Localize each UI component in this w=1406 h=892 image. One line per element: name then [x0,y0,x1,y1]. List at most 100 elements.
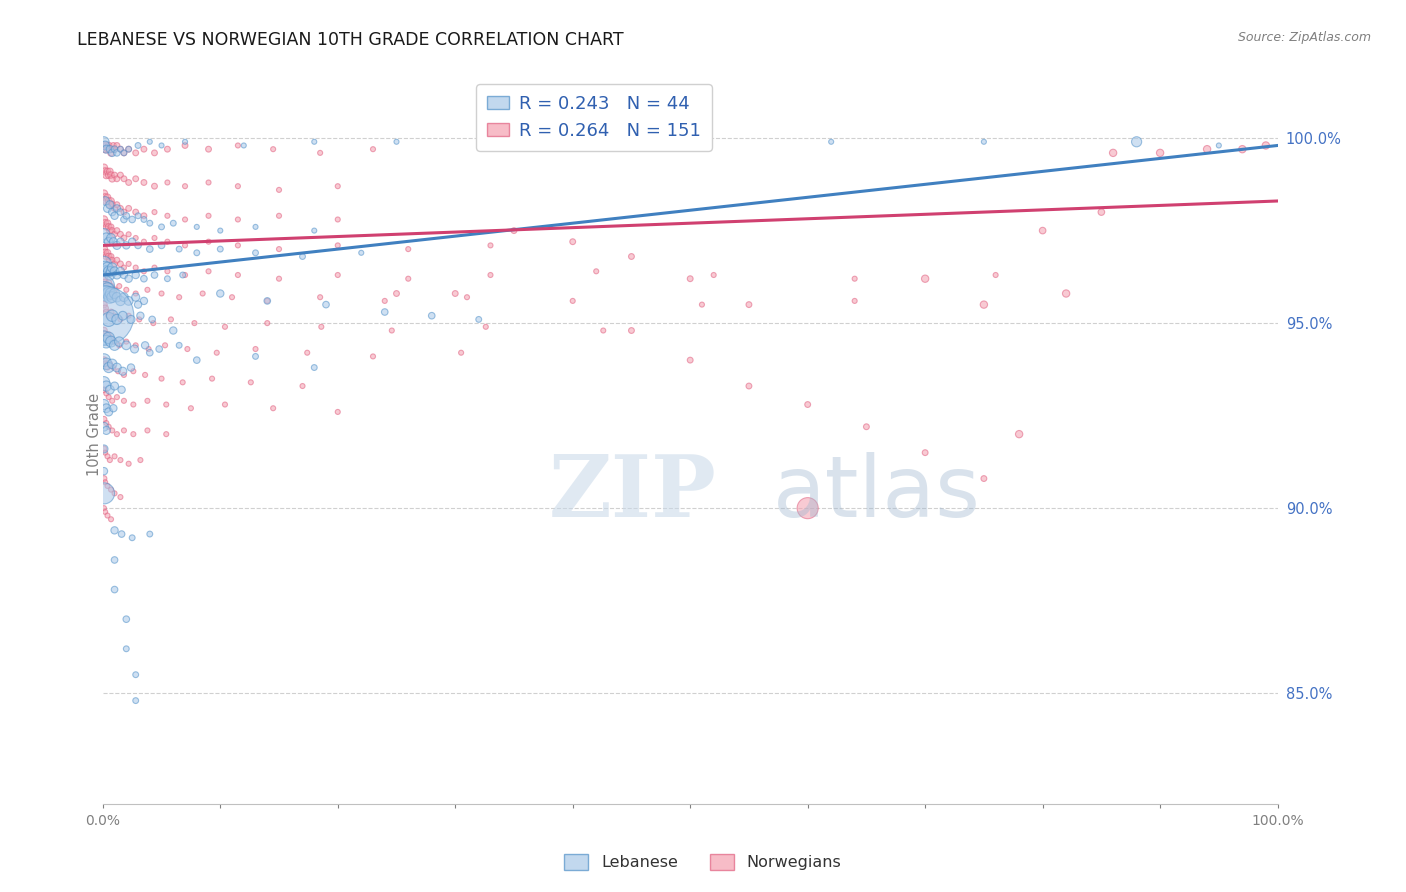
Point [197,142,219,156]
Point [112,171,135,186]
Point [125,338,148,352]
Point [226,212,249,227]
Point [117,309,139,323]
Point [125,693,148,707]
Point [93,353,115,368]
Point [100,334,122,349]
Point [112,205,135,219]
Point [97,138,120,153]
Point [385,135,408,149]
Point [174,135,197,149]
Point [796,501,818,516]
Point [214,319,236,334]
Point [796,398,818,412]
Point [96,245,118,260]
Point [134,338,156,352]
Point [103,142,125,156]
Point [326,405,349,419]
Point [125,286,148,301]
Point [97,405,120,419]
Point [103,334,125,349]
Point [110,205,132,219]
Point [122,398,145,412]
Point [93,442,115,456]
Point [132,264,155,278]
Point [98,453,121,467]
Point [267,271,290,285]
Text: Source: ZipAtlas.com: Source: ZipAtlas.com [1237,31,1371,45]
Point [103,309,125,323]
Point [143,231,166,245]
Point [180,401,202,416]
Point [112,145,135,160]
Point [110,453,132,467]
Point [93,442,115,456]
Point [94,283,117,297]
Point [115,641,138,656]
Point [115,283,138,297]
Point [110,142,132,156]
Point [226,268,249,282]
Point [100,512,122,526]
Point [914,271,936,285]
Point [326,212,349,227]
Point [444,286,467,301]
Point [167,290,190,304]
Point [738,379,761,393]
Point [108,279,131,293]
Point [93,398,115,412]
Point [139,242,162,256]
Point [112,290,135,304]
Point [690,297,713,311]
Point [93,227,115,242]
Point [97,235,120,249]
Point [105,360,128,375]
Point [115,612,138,626]
Point [94,194,117,208]
Point [156,209,179,223]
Point [100,194,122,208]
Point [396,242,419,256]
Point [117,142,139,156]
Point [94,190,117,204]
Point [115,334,138,349]
Point [96,424,118,438]
Point [350,245,373,260]
Point [100,279,122,293]
Point [100,168,122,182]
Point [111,364,134,378]
Point [143,145,166,160]
Point [592,324,614,338]
Point [125,667,148,681]
Point [97,360,120,375]
Point [214,398,236,412]
Point [96,219,118,234]
Point [108,338,131,352]
Point [94,245,117,260]
Point [111,309,134,323]
Point [129,453,152,467]
Point [186,245,208,260]
Point [100,483,122,497]
Point [136,393,159,408]
Point [110,235,132,249]
Point [1125,135,1147,149]
Point [174,238,197,252]
Text: ZIP: ZIP [550,451,717,535]
Point [209,224,232,238]
Point [226,238,249,252]
Point [396,271,419,285]
Point [479,238,502,252]
Point [315,297,337,311]
Point [155,427,177,442]
Point [167,338,190,352]
Point [1208,138,1230,153]
Point [96,305,118,319]
Point [100,145,122,160]
Point [1090,205,1112,219]
Point [136,424,159,438]
Point [304,135,326,149]
Point [100,250,122,264]
Point [326,179,349,194]
Point [309,290,332,304]
